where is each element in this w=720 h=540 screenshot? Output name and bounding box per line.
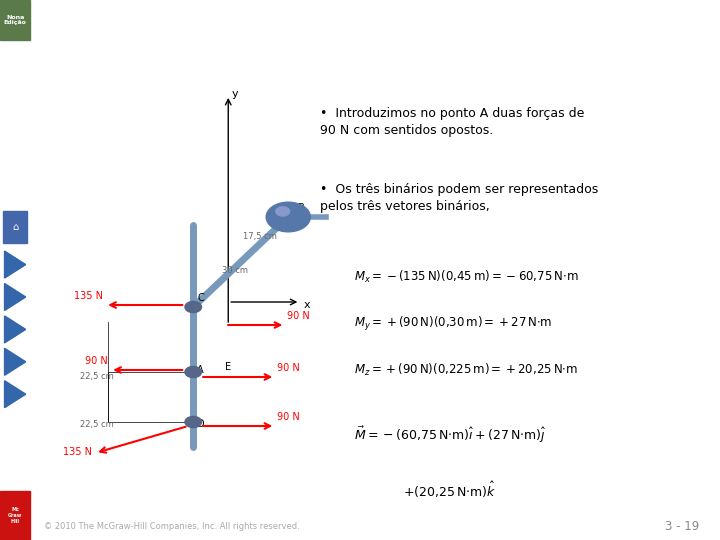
Text: x: x [303,300,310,310]
Text: y: y [231,89,238,99]
Polygon shape [4,316,26,343]
Polygon shape [4,284,26,310]
Polygon shape [4,251,26,278]
Text: B: B [298,203,305,213]
Text: $\vec{M} = -(60{,}75\,\mathrm{N{\cdot}m})\hat{\imath} + (27\,\mathrm{N{\cdot}m}): $\vec{M} = -(60{,}75\,\mathrm{N{\cdot}m}… [354,424,546,444]
Text: E: E [225,362,231,372]
Text: Problema Resolvido 3.6: Problema Resolvido 3.6 [40,50,279,68]
Text: Nona
Edição: Nona Edição [4,15,27,25]
Text: $M_z = +(90\,\mathrm{N})(0{,}225\,\mathrm{m}) = +20{,}25\,\mathrm{N{\cdot}m}$: $M_z = +(90\,\mathrm{N})(0{,}225\,\mathr… [354,362,578,378]
Text: 22,5 cm: 22,5 cm [80,372,114,381]
Circle shape [185,416,202,428]
Text: 3 - 19: 3 - 19 [665,520,699,533]
Text: Mc
Graw
Hill: Mc Graw Hill [8,508,22,524]
Polygon shape [4,348,26,375]
Text: A: A [197,365,204,375]
FancyBboxPatch shape [3,211,27,243]
Polygon shape [4,381,26,408]
Text: •  Introduzimos no ponto A duas forças de
90 N com sentidos opostos.: • Introduzimos no ponto A duas forças de… [320,107,585,137]
Text: D: D [197,419,205,429]
Text: 22,5 cm: 22,5 cm [80,420,114,429]
Text: 90 N: 90 N [86,356,108,366]
Text: $M_x = -(135\,\mathrm{N})(0{,}45\,\mathrm{m}) = -60{,}75\,\mathrm{N{\cdot}m}$: $M_x = -(135\,\mathrm{N})(0{,}45\,\mathr… [354,269,579,285]
Text: •  Os três binários podem ser representados
pelos três vetores binários,: • Os três binários podem ser representad… [320,184,598,213]
Text: 30 cm: 30 cm [222,266,248,275]
Text: $M_y = +(90\,\mathrm{N})(0{,}30\,\mathrm{m}) = +27\,\mathrm{N{\cdot}m}$: $M_y = +(90\,\mathrm{N})(0{,}30\,\mathrm… [354,315,553,333]
Bar [0,491,30,540]
Circle shape [185,367,202,377]
Text: ⌂: ⌂ [12,222,18,232]
Text: 135 N: 135 N [63,447,92,457]
Bar [0,0,30,40]
Circle shape [276,207,289,216]
Text: 90 N: 90 N [277,412,300,422]
Text: C: C [197,293,204,303]
Text: Mecânica Vetorial para Engenheiros: Estática: Mecânica Vetorial para Engenheiros: Está… [40,6,715,34]
Text: 90 N: 90 N [287,311,310,321]
Circle shape [266,202,310,232]
Text: $+(20{,}25\,\mathrm{N{\cdot}m})\hat{k}$: $+(20{,}25\,\mathrm{N{\cdot}m})\hat{k}$ [402,480,496,500]
Circle shape [185,301,202,313]
Text: 90 N: 90 N [277,363,300,373]
Text: 17,5 cm: 17,5 cm [243,232,277,241]
Text: © 2010 The McGraw-Hill Companies, Inc. All rights reserved.: © 2010 The McGraw-Hill Companies, Inc. A… [44,522,300,531]
Text: 135 N: 135 N [74,291,103,301]
